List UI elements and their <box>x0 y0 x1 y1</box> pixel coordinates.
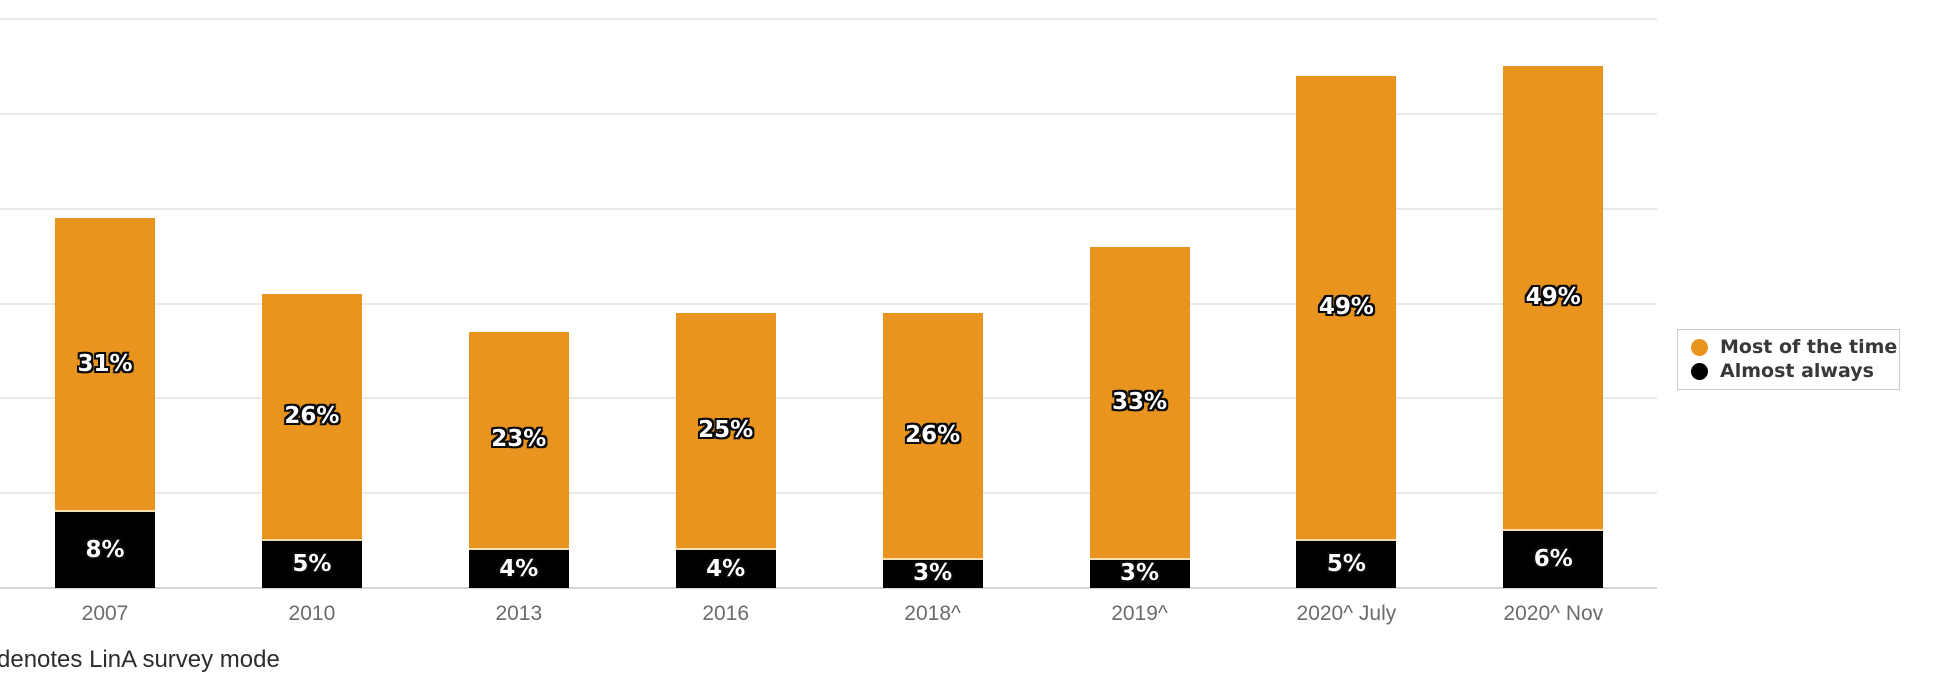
legend-item-almost-always: Almost always <box>1691 361 1899 382</box>
bar-segment: 25% <box>675 312 776 551</box>
legend: Most of the time Almost always <box>1677 329 1900 390</box>
x-axis-label: 2013 <box>495 602 543 625</box>
bar-value-label: 4% <box>706 555 746 582</box>
bar-segment: 33% <box>1089 246 1190 560</box>
bar-segment: 5% <box>261 540 362 588</box>
grid-line <box>0 207 1657 210</box>
bar-value-label: 6% <box>1533 546 1573 573</box>
legend-label-almost-always: Almost always <box>1720 360 1874 382</box>
bar-segment: 5% <box>1296 540 1397 588</box>
grid-line <box>0 18 1657 20</box>
bar-segment: 49% <box>1296 75 1397 541</box>
legend-swatch-almost-always-icon <box>1691 363 1708 380</box>
grid-line <box>0 112 1657 115</box>
bar-segment: 3% <box>882 559 983 588</box>
bar-value-label: 5% <box>292 550 332 577</box>
bar-value-label: 49% <box>1525 284 1581 311</box>
bar-value-label: 23% <box>491 426 547 453</box>
grid-line <box>0 302 1657 305</box>
x-axis-label: 2007 <box>81 602 129 625</box>
legend-item-most-of-the-time: Most of the time <box>1691 337 1899 358</box>
x-axis-label: 2016 <box>702 602 750 625</box>
bar-segment: 26% <box>882 312 983 560</box>
bar-value-label: 25% <box>698 417 754 443</box>
bar-value-label: 4% <box>499 555 539 582</box>
bar-segment: 3% <box>1089 559 1190 588</box>
bar-segment: 6% <box>1503 531 1604 588</box>
grid-line <box>0 492 1657 495</box>
bar-value-label: 26% <box>905 421 961 448</box>
footnote: denotes LinA survey mode <box>0 646 280 673</box>
grid-line <box>0 397 1657 400</box>
bar-segment: 26% <box>261 294 362 541</box>
bar-segment: 8% <box>55 512 155 588</box>
legend-swatch-most-of-the-time-icon <box>1691 339 1708 356</box>
bar-value-label: 33% <box>1111 388 1168 415</box>
bar-value-label: 3% <box>913 560 953 587</box>
bar-segment: 31% <box>55 218 155 513</box>
bar-value-label: 49% <box>1318 293 1374 320</box>
bar-value-label: 8% <box>85 536 125 563</box>
x-axis-label: 2020^ July <box>1296 602 1397 625</box>
legend-label-most-of-the-time: Most of the time <box>1720 336 1898 358</box>
bar-segment: 4% <box>468 550 569 588</box>
bar-segment: 23% <box>468 331 569 551</box>
x-axis-label: 2019^ <box>1111 602 1168 625</box>
x-axis-label: 2010 <box>288 602 336 625</box>
x-axis-baseline <box>0 587 1657 589</box>
bar-segment: 4% <box>675 550 776 588</box>
x-axis-label: 2018^ <box>904 602 961 625</box>
bar-value-label: 31% <box>77 350 133 377</box>
bar-value-label: 26% <box>284 402 340 429</box>
bar-segment: 49% <box>1503 66 1604 532</box>
bar-value-label: 5% <box>1326 550 1366 577</box>
bar-value-label: 3% <box>1119 560 1160 587</box>
x-axis-label: 2020^ Nov <box>1503 602 1604 625</box>
